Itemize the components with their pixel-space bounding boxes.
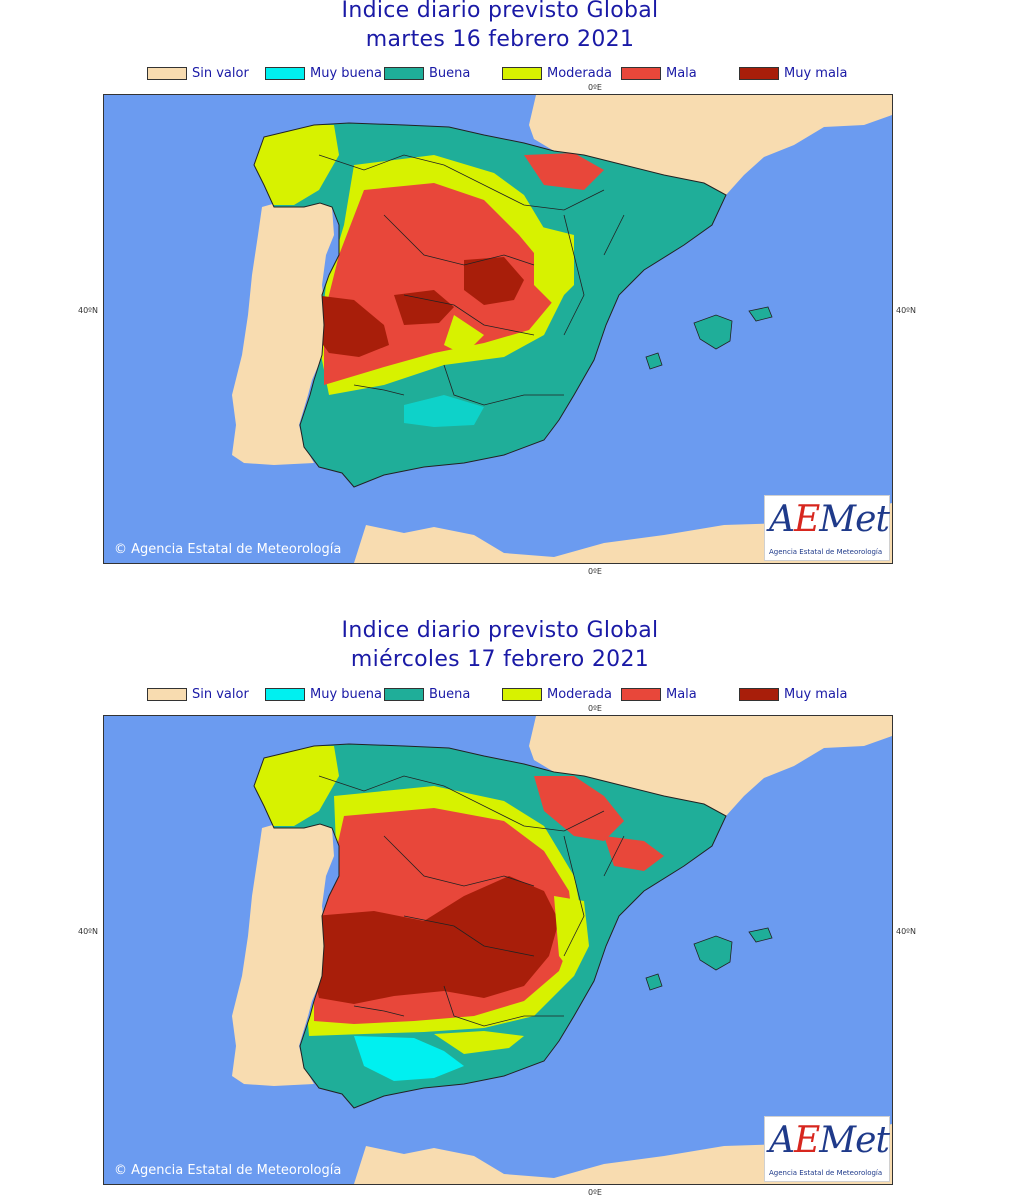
muy-buena-area <box>404 395 484 427</box>
africa-land <box>354 1124 892 1184</box>
muy-mala-area <box>309 876 559 1004</box>
region-borders <box>318 775 625 1027</box>
map-svg <box>104 95 892 563</box>
legend-swatch <box>384 66 424 80</box>
legend-item-mala: Mala <box>621 65 697 81</box>
legend-item-buena: Buena <box>384 65 470 81</box>
spain-coastline <box>253 122 727 488</box>
legend-swatch <box>147 687 187 701</box>
mala-area <box>604 836 664 871</box>
lat-label-left: 40ºN <box>78 306 98 315</box>
region-borders <box>318 154 625 406</box>
menorca <box>748 306 773 322</box>
legend-item-moderada: Moderada <box>502 65 612 81</box>
muy-mala-area <box>312 295 389 357</box>
legend-item-muy-buena: Muy buena <box>265 686 382 702</box>
lon-label-top: 0ºE <box>588 704 602 713</box>
legend-swatch <box>739 66 779 80</box>
mala-area <box>534 776 624 841</box>
legend-item-moderada: Moderada <box>502 686 612 702</box>
ibiza <box>645 352 663 370</box>
muy-buena-area <box>354 1036 464 1081</box>
legend-swatch <box>265 687 305 701</box>
france-land <box>484 95 892 195</box>
moderada-area <box>444 315 484 355</box>
legend-item-muy-buena: Muy buena <box>265 65 382 81</box>
legend-item-muy-mala: Muy mala <box>739 65 848 81</box>
moderada-area <box>534 225 574 305</box>
portugal-land <box>232 203 334 465</box>
legend-swatch <box>147 66 187 80</box>
lat-label-left: 40ºN <box>78 927 98 936</box>
moderada-area <box>434 1031 524 1054</box>
legend-item-sin-valor: Sin valor <box>147 65 249 81</box>
legend-swatch <box>502 66 542 80</box>
legend-swatch <box>265 66 305 80</box>
mala-area <box>524 153 604 190</box>
legend-swatch <box>621 687 661 701</box>
legend: Sin valor Muy buena Buena Moderada Mala … <box>0 686 1024 702</box>
legend: Sin valor Muy buena Buena Moderada Mala … <box>0 65 1024 81</box>
copyright-credit: © Agencia Estatal de Meteorología <box>114 542 342 557</box>
air-quality-map: © Agencia Estatal de Meteorología AEMet … <box>103 715 893 1185</box>
aemet-logo: AEMet Agencia Estatal de Meteorología <box>764 495 890 561</box>
pollution-areas <box>254 746 664 1081</box>
title-line-2: miércoles 17 febrero 2021 <box>350 647 650 672</box>
lat-label-right: 40ºN <box>896 927 916 936</box>
map-panel-1: Indice diario previsto Global martes 16 … <box>0 0 1024 590</box>
mallorca <box>693 935 733 971</box>
portugal-land <box>232 824 334 1086</box>
legend-swatch <box>739 687 779 701</box>
mallorca <box>693 314 733 350</box>
lon-label-top: 0ºE <box>588 83 602 92</box>
ibiza <box>645 973 663 991</box>
copyright-credit: © Agencia Estatal de Meteorología <box>114 1163 342 1178</box>
aemet-logo: AEMet Agencia Estatal de Meteorología <box>764 1116 890 1182</box>
pollution-areas <box>254 125 604 427</box>
map-title: Indice diario previsto Global miércoles … <box>0 616 1000 674</box>
lat-label-right: 40ºN <box>896 306 916 315</box>
legend-swatch <box>621 66 661 80</box>
moderada-area <box>254 746 339 826</box>
spain-coastline <box>253 743 727 1109</box>
france-land <box>484 716 892 816</box>
title-line-1: Indice diario previsto Global <box>341 618 659 643</box>
air-quality-map: © Agencia Estatal de Meteorología AEMet … <box>103 94 893 564</box>
title-line-2: martes 16 febrero 2021 <box>365 27 635 52</box>
map-panel-2: Indice diario previsto Global miércoles … <box>0 618 1024 1198</box>
legend-swatch <box>384 687 424 701</box>
legend-swatch <box>502 687 542 701</box>
lon-label-bottom: 0ºE <box>588 1188 602 1197</box>
legend-item-muy-mala: Muy mala <box>739 686 848 702</box>
moderada-area <box>254 125 339 205</box>
map-svg <box>104 716 892 1184</box>
logo-subtitle: Agencia Estatal de Meteorología <box>769 1169 883 1177</box>
moderada-area <box>554 896 589 976</box>
logo-subtitle: Agencia Estatal de Meteorología <box>769 548 883 556</box>
logo-word: AEMet <box>769 499 890 540</box>
legend-item-sin-valor: Sin valor <box>147 686 249 702</box>
lon-label-bottom: 0ºE <box>588 567 602 576</box>
muy-mala-area <box>464 257 524 305</box>
africa-land <box>354 503 892 563</box>
legend-item-buena: Buena <box>384 686 470 702</box>
menorca <box>748 927 773 943</box>
logo-word: AEMet <box>769 1120 890 1161</box>
legend-item-mala: Mala <box>621 686 697 702</box>
title-line-1: Indice diario previsto Global <box>341 0 659 23</box>
map-title: Indice diario previsto Global martes 16 … <box>0 0 1000 54</box>
muy-mala-area <box>394 290 454 325</box>
